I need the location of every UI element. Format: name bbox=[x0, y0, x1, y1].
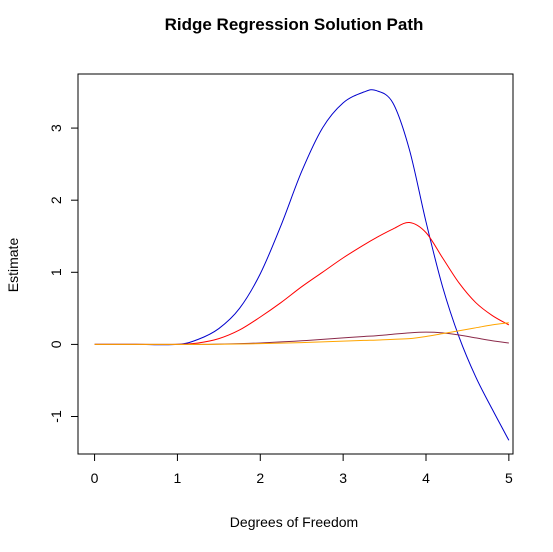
y-tick-label: -1 bbox=[48, 410, 64, 423]
x-tick-label: 2 bbox=[256, 470, 264, 486]
x-axis-label: Degrees of Freedom bbox=[230, 514, 358, 530]
y-axis: -1 0 1 2 3 bbox=[48, 124, 79, 423]
y-tick-label: 1 bbox=[48, 268, 64, 276]
x-tick-label: 0 bbox=[91, 470, 99, 486]
plot-area bbox=[77, 73, 514, 455]
x-tick-label: 5 bbox=[505, 470, 513, 486]
y-axis-label: Estimate bbox=[5, 238, 21, 293]
series-group bbox=[94, 89, 510, 441]
x-tick-label: 1 bbox=[174, 470, 182, 486]
y-tick-label: 0 bbox=[48, 340, 64, 348]
x-axis: 0 1 2 3 4 5 bbox=[91, 453, 513, 486]
series-line-4 bbox=[94, 322, 509, 345]
y-tick-label: 3 bbox=[48, 124, 64, 132]
chart-title: Ridge Regression Solution Path bbox=[165, 15, 424, 34]
y-tick-label: 2 bbox=[48, 196, 64, 204]
series-line-1 bbox=[94, 89, 510, 441]
series-line-2 bbox=[94, 222, 510, 346]
x-tick-label: 3 bbox=[339, 470, 347, 486]
x-tick-label: 4 bbox=[422, 470, 430, 486]
